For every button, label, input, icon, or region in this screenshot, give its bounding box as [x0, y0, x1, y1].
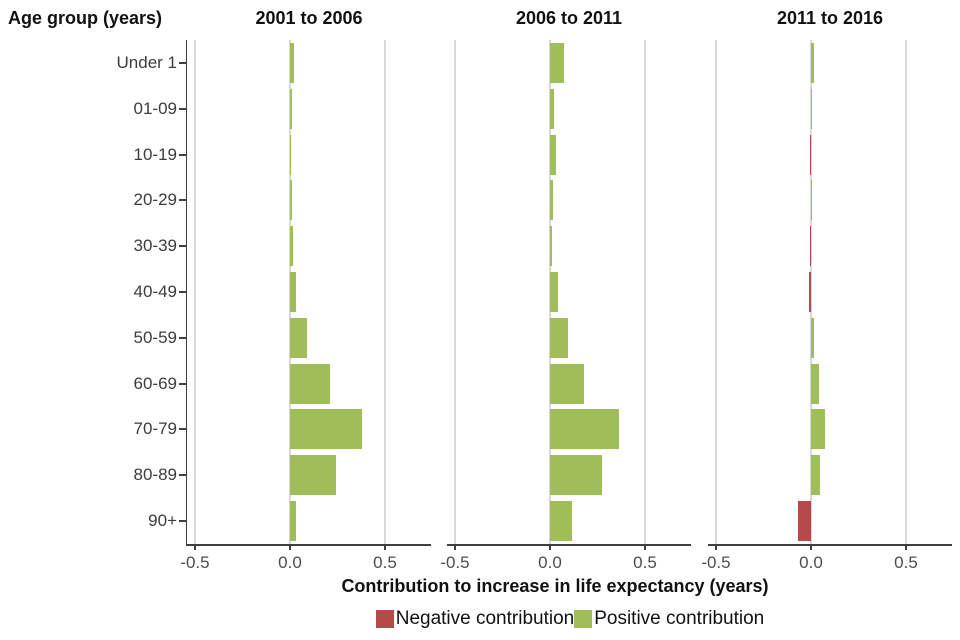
y-axis-tick	[179, 382, 186, 385]
panel-2006-2011	[447, 40, 691, 550]
bar-2011-to-2016-80-89	[810, 455, 820, 496]
y-axis-tick	[179, 520, 186, 523]
y-axis-tick	[179, 336, 186, 339]
bar-2011-to-2016-30-39	[809, 226, 811, 267]
x-axis-tick	[644, 546, 646, 550]
bar-2006-to-2011-90+	[549, 501, 572, 542]
y-axis-label-20-29: 20-29	[133, 190, 177, 210]
bar-2001-to-2006-20-29	[289, 180, 293, 221]
bar-2006-to-2011-01-09	[549, 88, 554, 129]
bar-2011-to-2016-10-19	[809, 134, 811, 175]
x-axis-line	[447, 544, 691, 546]
y-axis-label-90+: 90+	[148, 511, 177, 531]
bar-2011-to-2016-Under-1	[810, 42, 815, 83]
gridline-x-0.5	[384, 40, 386, 544]
bar-2011-to-2016-20-29	[810, 180, 812, 221]
legend-label-negative: Negative contribution	[395, 608, 575, 629]
y-axis-label-10-19: 10-19	[133, 144, 177, 164]
bar-2001-to-2006-10-19	[289, 134, 291, 175]
bar-2001-to-2006-60-69	[289, 363, 330, 404]
gridline-x-0.5	[644, 40, 646, 544]
gridline-x--0.5	[714, 40, 717, 544]
x-tick-label--0.5: -0.5	[440, 553, 470, 572]
x-tick-label--0.5: -0.5	[180, 553, 210, 572]
x-axis-tick	[288, 546, 291, 550]
y-axis-tick	[179, 474, 186, 477]
x-axis-line	[187, 544, 431, 546]
x-axis-tick	[453, 546, 456, 550]
positive-contribution-swatch-icon	[574, 610, 593, 628]
x-axis-tick	[548, 546, 551, 550]
x-tick-label-0.0: 0.0	[278, 553, 302, 572]
legend: Negative contribution Positive contribut…	[187, 607, 953, 631]
bar-2006-to-2011-10-19	[549, 134, 557, 175]
bar-2011-to-2016-70-79	[810, 409, 826, 450]
x-axis-title: Contribution to increase in life expecta…	[341, 576, 769, 596]
y-axis-tick	[179, 199, 186, 202]
bar-2006-to-2011-50-59	[549, 317, 568, 358]
bar-2001-to-2006-90+	[289, 501, 297, 542]
panel-title-2006-2011: 2006 to 2011	[515, 8, 623, 28]
legend-label-positive: Positive contribution	[594, 608, 765, 629]
x-axis-tick	[809, 546, 812, 550]
bar-2006-to-2011-60-69	[549, 363, 585, 404]
bar-2011-to-2016-01-09	[810, 88, 812, 129]
y-axis-tick	[179, 291, 186, 293]
y-axis-label-40-49: 40-49	[133, 282, 177, 301]
panel-title-2001-2006: 2001 to 2006	[255, 8, 363, 28]
panel-2001-2006	[187, 40, 431, 550]
y-axis-label-30-39: 30-39	[133, 236, 177, 256]
legend-item-negative: Negative contribution	[375, 608, 575, 630]
gridline-x-0	[809, 40, 812, 544]
bar-2006-to-2011-30-39	[549, 226, 553, 267]
x-axis-tick	[714, 546, 717, 550]
bar-2001-to-2006-40-49	[289, 272, 297, 312]
y-axis-label-80-89: 80-89	[133, 465, 177, 485]
bar-2011-to-2016-50-59	[810, 317, 815, 358]
bar-2006-to-2011-40-49	[549, 272, 559, 312]
bar-2006-to-2011-80-89	[549, 455, 603, 496]
gridline-x--0.5	[193, 40, 196, 544]
bar-2001-to-2006-70-79	[289, 409, 363, 450]
y-axis-label-01-09: 01-09	[133, 98, 177, 118]
x-axis-tick	[905, 546, 907, 550]
bar-2001-to-2006-30-39	[289, 226, 294, 267]
x-axis-line	[708, 544, 952, 546]
bar-2011-to-2016-60-69	[810, 363, 820, 404]
bar-2001-to-2006-50-59	[289, 317, 308, 358]
negative-contribution-swatch-icon	[375, 610, 394, 628]
y-axis-tick	[179, 428, 186, 431]
bar-2006-to-2011-Under-1	[549, 42, 565, 83]
y-axis-tick	[179, 153, 186, 156]
panel-title-2011-2016: 2011 to 2016	[776, 8, 884, 28]
y-axis-title: Age group (years)	[8, 8, 163, 28]
bar-2011-to-2016-90+	[798, 501, 811, 542]
bar-2001-to-2006-80-89	[289, 455, 336, 496]
y-axis-label-50-59: 50-59	[133, 327, 177, 347]
y-axis-tick	[179, 245, 186, 248]
y-axis-tick	[179, 107, 186, 110]
gridline-x--0.5	[453, 40, 456, 544]
bar-2001-to-2006-01-09	[289, 88, 292, 129]
bar-2011-to-2016-40-49	[809, 272, 811, 312]
y-axis-label-under-1: Under 1	[116, 52, 177, 72]
x-tick-label--0.5: -0.5	[701, 553, 731, 572]
y-axis-tick	[179, 61, 186, 64]
legend-item-positive: Positive contribution	[574, 608, 764, 630]
x-axis-tick	[384, 546, 386, 550]
bar-2006-to-2011-20-29	[549, 180, 554, 221]
y-axis-label-60-69: 60-69	[133, 373, 177, 393]
x-axis-tick	[193, 546, 196, 550]
gridline-x-0.5	[905, 40, 907, 544]
y-axis-label-70-79: 70-79	[133, 419, 177, 439]
bar-2006-to-2011-70-79	[549, 409, 619, 450]
panel-2011-2016	[708, 40, 952, 550]
x-tick-label-0.0: 0.0	[538, 553, 562, 572]
x-tick-label-0.0: 0.0	[799, 553, 823, 572]
x-tick-label-0.5: 0.5	[373, 553, 397, 572]
x-tick-label-0.5: 0.5	[633, 553, 657, 572]
bar-2001-to-2006-Under-1	[289, 42, 294, 83]
x-tick-label-0.5: 0.5	[894, 553, 918, 572]
